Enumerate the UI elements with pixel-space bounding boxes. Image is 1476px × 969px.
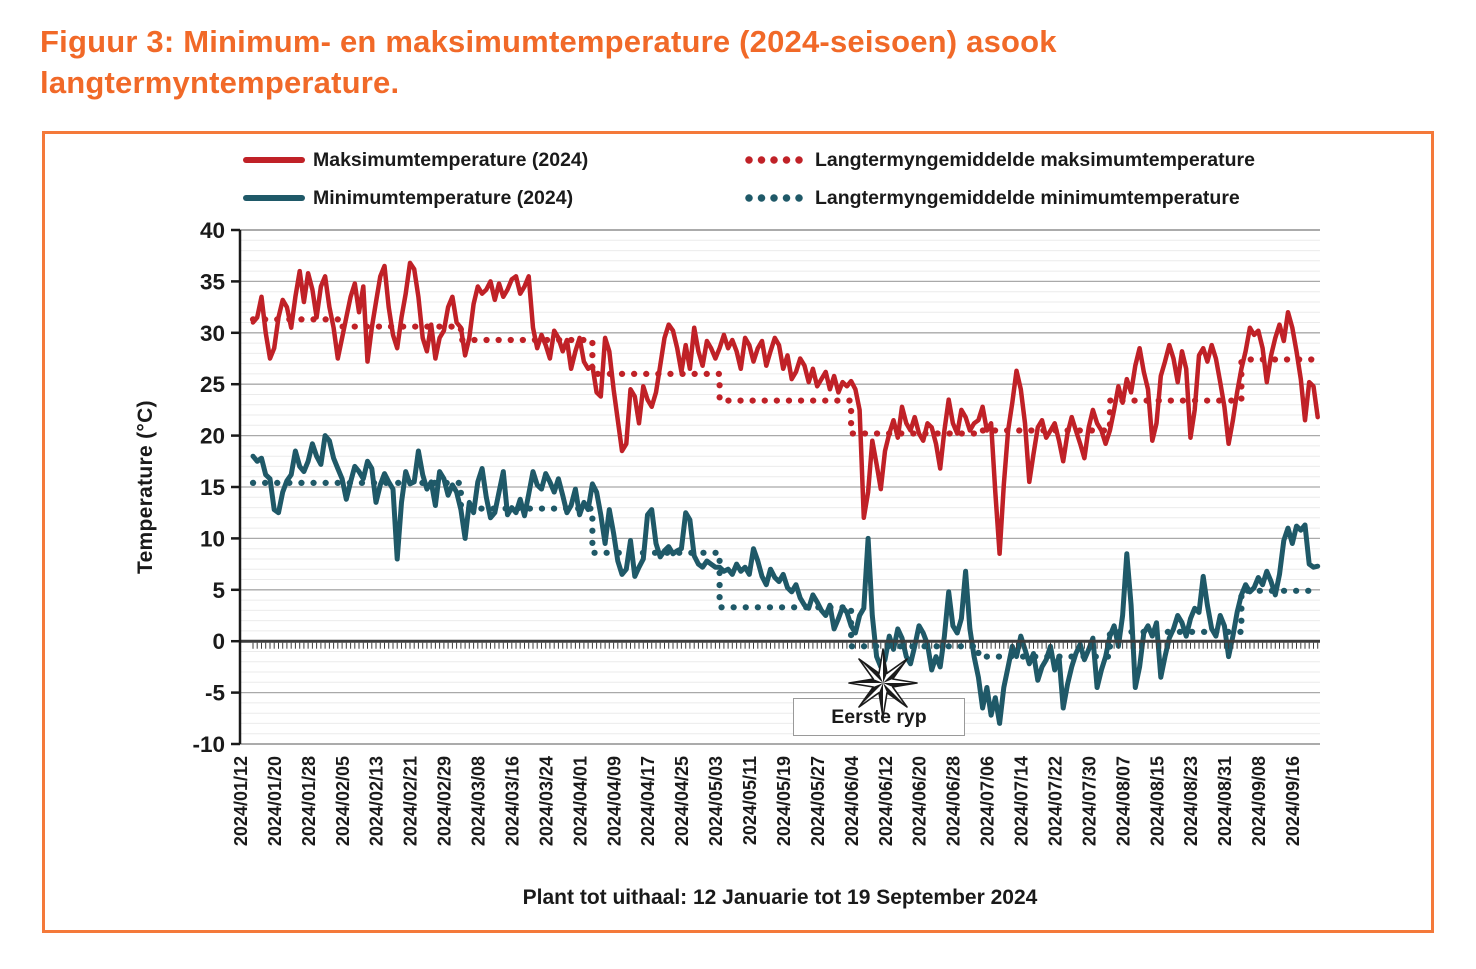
svg-text:-5: -5 bbox=[205, 681, 225, 706]
svg-text:2024/03/08: 2024/03/08 bbox=[469, 756, 489, 846]
figure-title: Figuur 3: Minimum- en maksimumtemperatur… bbox=[40, 24, 1057, 100]
legend-swatch-min-solid-line bbox=[243, 195, 305, 201]
svg-text:2024/01/12: 2024/01/12 bbox=[231, 756, 251, 846]
svg-text:2024/06/04: 2024/06/04 bbox=[842, 756, 862, 846]
svg-text:2024/07/30: 2024/07/30 bbox=[1079, 756, 1099, 846]
svg-text:2024/09/16: 2024/09/16 bbox=[1283, 756, 1303, 846]
legend-label: Langtermyngemiddelde maksimumtemperature bbox=[815, 148, 1255, 171]
svg-text:2024/03/24: 2024/03/24 bbox=[536, 756, 556, 846]
legend-item-longterm-max: Langtermyngemiddelde maksimumtemperature bbox=[745, 146, 1255, 174]
frost-star-icon bbox=[848, 648, 918, 718]
svg-text:2024/05/27: 2024/05/27 bbox=[808, 756, 828, 846]
svg-text:2024/08/15: 2024/08/15 bbox=[1147, 756, 1167, 846]
svg-text:2024/02/13: 2024/02/13 bbox=[367, 756, 387, 846]
x-axis-caption: Plant tot uithaal: 12 Januarie tot 19 Se… bbox=[522, 886, 1038, 909]
svg-text:10: 10 bbox=[200, 526, 225, 551]
svg-text:2024/01/20: 2024/01/20 bbox=[265, 756, 285, 846]
svg-text:35: 35 bbox=[200, 269, 225, 294]
legend-item-min-2024: Minimumtemperature (2024) bbox=[243, 184, 573, 212]
legend-swatch-min-dotted-line bbox=[745, 194, 807, 202]
svg-text:2024/07/06: 2024/07/06 bbox=[978, 756, 998, 846]
legend-swatch-max-solid-line bbox=[243, 157, 305, 163]
svg-text:2024/02/29: 2024/02/29 bbox=[435, 756, 455, 846]
legend-label: Minimumtemperature (2024) bbox=[313, 186, 574, 209]
svg-text:2024/02/21: 2024/02/21 bbox=[401, 756, 421, 846]
legend-label: Maksimumtemperature (2024) bbox=[313, 148, 589, 171]
svg-text:2024/01/28: 2024/01/28 bbox=[299, 756, 319, 846]
svg-text:2024/07/14: 2024/07/14 bbox=[1012, 756, 1032, 846]
y-axis-title: Temperature (°C) bbox=[134, 400, 157, 574]
legend-item-max-2024: Maksimumtemperature (2024) bbox=[243, 146, 588, 174]
svg-text:2024/06/12: 2024/06/12 bbox=[876, 756, 896, 846]
svg-text:40: 40 bbox=[200, 218, 225, 243]
svg-text:30: 30 bbox=[200, 321, 225, 346]
svg-text:2024/06/28: 2024/06/28 bbox=[944, 756, 964, 846]
chart-frame: 40 35 30 25 20 15 10 5 0 -5 -10 2024/01/12 2024/01/2… bbox=[42, 131, 1434, 933]
svg-text:0: 0 bbox=[212, 629, 225, 654]
svg-text:2024/08/07: 2024/08/07 bbox=[1113, 756, 1133, 846]
svg-text:2024/05/19: 2024/05/19 bbox=[774, 756, 794, 846]
svg-text:20: 20 bbox=[200, 424, 225, 449]
svg-text:2024/08/23: 2024/08/23 bbox=[1181, 756, 1201, 846]
svg-text:2024/03/16: 2024/03/16 bbox=[503, 756, 523, 846]
legend-label: Langtermyngemiddelde minimumtemperature bbox=[815, 186, 1240, 209]
svg-text:-10: -10 bbox=[192, 732, 225, 757]
legend-swatch-max-dotted-line bbox=[745, 156, 807, 164]
svg-text:2024/05/03: 2024/05/03 bbox=[706, 756, 726, 846]
svg-text:15: 15 bbox=[200, 475, 225, 500]
legend-item-longterm-min: Langtermyngemiddelde minimumtemperature bbox=[745, 184, 1240, 212]
svg-text:2024/06/20: 2024/06/20 bbox=[910, 756, 930, 846]
svg-text:5: 5 bbox=[212, 578, 225, 603]
svg-text:25: 25 bbox=[200, 372, 225, 397]
svg-text:2024/09/08: 2024/09/08 bbox=[1249, 756, 1269, 846]
svg-text:2024/05/11: 2024/05/11 bbox=[740, 756, 760, 845]
svg-text:2024/04/25: 2024/04/25 bbox=[672, 756, 692, 846]
temperature-line-chart: 40 35 30 25 20 15 10 5 0 -5 -10 2024/01/12 2024/01/2… bbox=[192, 218, 1321, 846]
svg-text:2024/08/31: 2024/08/31 bbox=[1215, 756, 1235, 846]
svg-text:2024/04/17: 2024/04/17 bbox=[638, 756, 658, 846]
svg-text:2024/07/22: 2024/07/22 bbox=[1046, 756, 1066, 846]
svg-text:2024/02/05: 2024/02/05 bbox=[333, 756, 353, 846]
svg-text:2024/04/01: 2024/04/01 bbox=[570, 756, 590, 846]
svg-text:2024/04/09: 2024/04/09 bbox=[604, 756, 624, 846]
first-frost-annotation: Eerste ryp bbox=[793, 698, 965, 736]
